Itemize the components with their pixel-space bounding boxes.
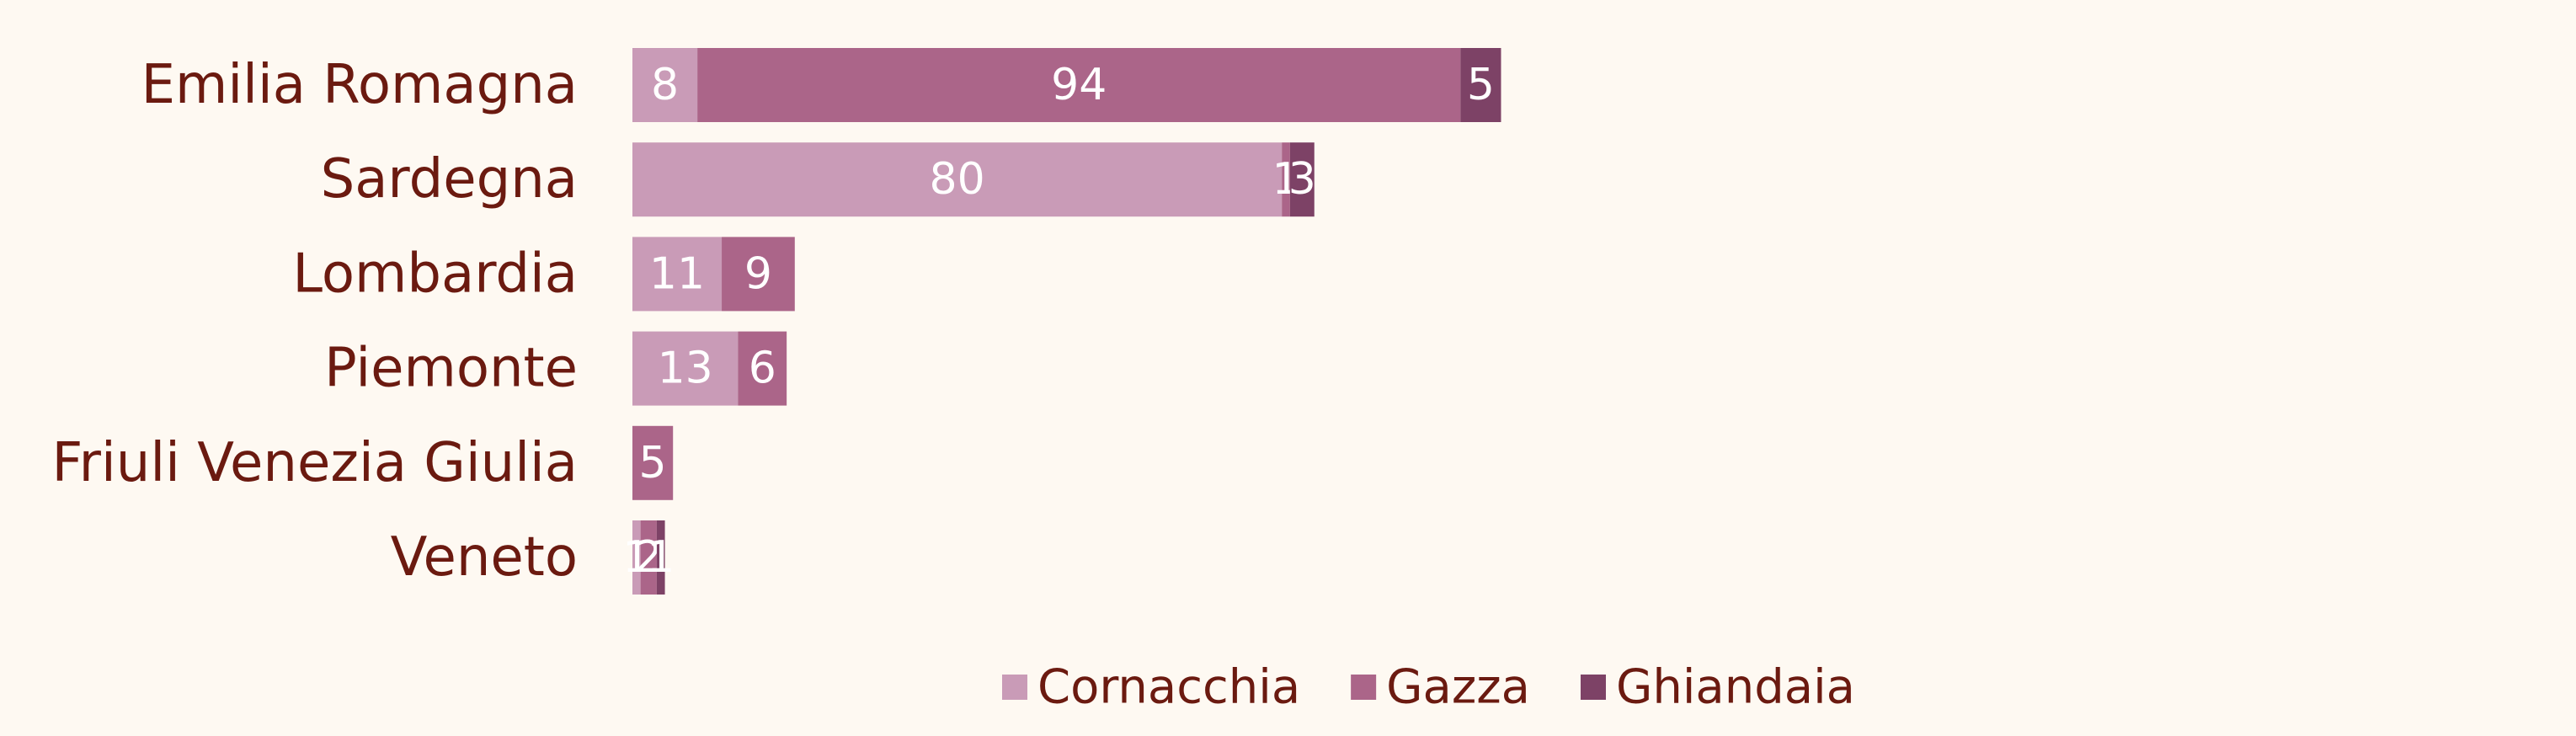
value-label-lombardia-gazza: 9	[744, 248, 772, 299]
legend-label-gazza: Gazza	[1386, 660, 1530, 715]
bar-piemonte-cornacchia	[632, 331, 739, 406]
bar-sardegna-ghiandaia	[1289, 142, 1315, 217]
bar-piemonte-gazza	[738, 331, 787, 406]
value-label-lombardia-cornacchia: 11	[649, 248, 705, 299]
bar-veneto-gazza	[640, 520, 657, 595]
legend-item-gazza: Gazza	[1351, 660, 1530, 715]
bar-lombardia-gazza	[722, 237, 795, 312]
bar-emilia-romagna-ghiandaia	[1460, 48, 1501, 122]
legend-swatch-ghiandaia	[1580, 675, 1606, 700]
bar-veneto-cornacchia	[632, 520, 641, 595]
value-label-piemonte-gazza: 6	[749, 344, 776, 394]
bar-sardegna-gazza	[1282, 142, 1290, 217]
legend-swatch-gazza	[1351, 675, 1377, 700]
legend-label-ghiandaia: Ghiandaia	[1616, 660, 1855, 715]
legend-label-cornacchia: Cornacchia	[1037, 660, 1300, 715]
legend: Cornacchia Gazza Ghiandaia	[1002, 660, 1855, 715]
category-labels: Emilia Romagna Sardegna Lombardia Piemonte F…	[52, 54, 579, 589]
bar-lombardia-cornacchia	[632, 237, 723, 312]
category-label-veneto: Veneto	[391, 526, 578, 589]
bar-friuli-venezia-giulia-gazza	[632, 425, 674, 500]
category-label-lombardia: Lombardia	[292, 243, 578, 305]
value-label-emilia-romagna-ghiandaia: 5	[1467, 60, 1495, 110]
legend-swatch-cornacchia	[1002, 675, 1027, 700]
category-label-friuli-venezia-giulia: Friuli Venezia Giulia	[52, 432, 579, 494]
value-label-sardegna-cornacchia: 80	[930, 154, 985, 205]
bar-veneto-ghiandaia	[656, 520, 665, 595]
bar-sardegna-cornacchia	[632, 142, 1283, 217]
bar-emilia-romagna-cornacchia	[632, 48, 698, 122]
value-label-veneto-ghiandaia: 1	[647, 532, 675, 583]
bar-emilia-romagna-gazza	[697, 48, 1461, 122]
category-label-piemonte: Piemonte	[324, 338, 578, 400]
category-label-sardegna: Sardegna	[321, 148, 578, 211]
category-label-emilia-romagna: Emilia Romagna	[141, 54, 578, 116]
legend-item-ghiandaia: Ghiandaia	[1580, 660, 1855, 715]
legend-item-cornacchia: Cornacchia	[1002, 660, 1300, 715]
value-label-piemonte-cornacchia: 13	[658, 344, 713, 394]
value-label-sardegna-ghiandaia: 3	[1288, 154, 1316, 205]
value-label-emilia-romagna-cornacchia: 8	[651, 60, 679, 110]
value-label-emilia-romagna-gazza: 94	[1051, 60, 1107, 110]
value-label-friuli-venezia-giulia-gazza: 5	[639, 438, 667, 488]
